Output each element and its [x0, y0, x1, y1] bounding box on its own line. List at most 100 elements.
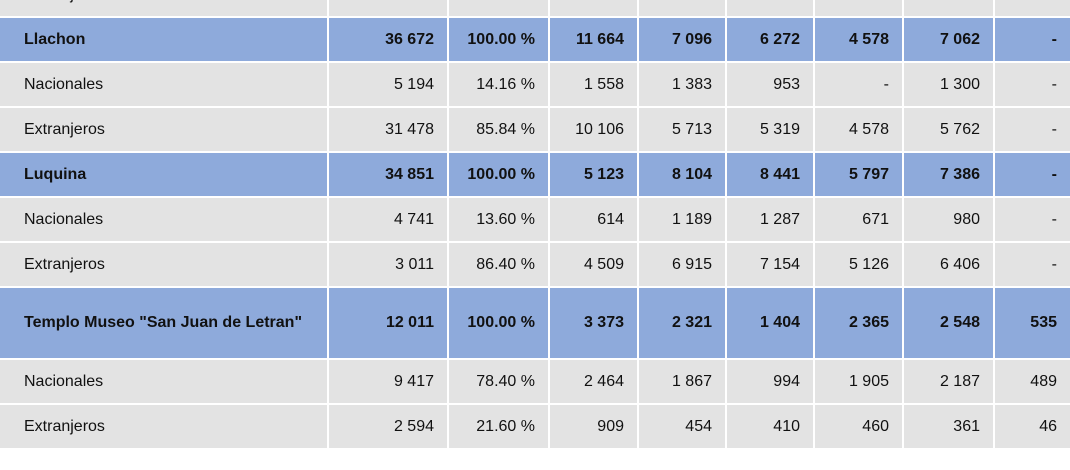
value-cell: 361 [904, 405, 995, 450]
percent-cell: 21.60 % [449, 405, 550, 450]
value-cell: 7 062 [904, 18, 995, 63]
value-cell: 8 104 [639, 153, 727, 198]
percent-cell: 14.16 % [449, 63, 550, 108]
table-row: Nacionales 5 194 14.16 % 1 558 1 383 953… [0, 63, 1070, 108]
value-cell: 1 189 [639, 198, 727, 243]
percent-cell: 85.84 % [449, 108, 550, 153]
group-label: Templo Museo "San Juan de Letran" [0, 288, 329, 360]
group-row: Luquina 34 851 100.00 % 5 123 8 104 8 44… [0, 153, 1070, 198]
value-cell: 20 017 [550, 0, 639, 18]
value-cell: 10 106 [550, 108, 639, 153]
table-row: Extranjeros 2 594 21.60 % 909 454 410 46… [0, 405, 1070, 450]
table-row: Extranjeros 3 011 86.40 % 4 509 6 915 7 … [0, 243, 1070, 288]
total-cell: 31 478 [329, 108, 449, 153]
value-cell: 2 464 [550, 360, 639, 405]
value-cell: 614 [550, 198, 639, 243]
row-label: Extranjeros [0, 243, 329, 288]
value-cell: 1 558 [550, 63, 639, 108]
value-cell: 4 509 [550, 243, 639, 288]
percent-cell: 86.40 % [449, 243, 550, 288]
table-row: Extranjeros 31 478 85.84 % 10 106 5 713 … [0, 108, 1070, 153]
value-cell: 1 867 [639, 360, 727, 405]
value-cell: 671 [815, 198, 904, 243]
value-cell: - [995, 198, 1070, 243]
value-cell: 5 123 [550, 153, 639, 198]
value-cell: - [995, 153, 1070, 198]
value-cell: 5 168 [995, 0, 1070, 18]
group-row: Llachon 36 672 100.00 % 11 664 7 096 6 2… [0, 18, 1070, 63]
value-cell: 953 [727, 63, 815, 108]
value-cell: 4 578 [815, 108, 904, 153]
value-cell: 11 664 [550, 18, 639, 63]
value-cell: 7 154 [727, 243, 815, 288]
value-cell: 6 406 [904, 243, 995, 288]
value-cell: 489 [995, 360, 1070, 405]
total-cell: 9 417 [329, 360, 449, 405]
value-cell: - [815, 63, 904, 108]
value-cell: 460 [815, 405, 904, 450]
value-cell: 2 365 [815, 288, 904, 360]
value-cell: 46 [995, 405, 1070, 450]
total-cell: 12 011 [329, 288, 449, 360]
value-cell: 535 [995, 288, 1070, 360]
value-cell: 410 [727, 405, 815, 450]
value-cell: 1 404 [727, 288, 815, 360]
total-cell: 118 550 [329, 0, 449, 18]
value-cell: 20 443 [639, 0, 727, 18]
value-cell: 21 990 [904, 0, 995, 18]
total-cell: 5 194 [329, 63, 449, 108]
value-cell: 1 300 [904, 63, 995, 108]
total-cell: 2 594 [329, 405, 449, 450]
visitors-table: Extranjeros 118 550 77.90 % 20 017 20 44… [0, 0, 1070, 450]
value-cell: 1 383 [639, 63, 727, 108]
table-row: Nacionales 9 417 78.40 % 2 464 1 867 994… [0, 360, 1070, 405]
table-row: Extranjeros 118 550 77.90 % 20 017 20 44… [0, 0, 1070, 18]
group-label: Luquina [0, 153, 329, 198]
value-cell: 2 321 [639, 288, 727, 360]
table-row: Nacionales 4 741 13.60 % 614 1 189 1 287… [0, 198, 1070, 243]
value-cell: 4 578 [815, 18, 904, 63]
value-cell: 5 797 [815, 153, 904, 198]
group-label: Llachon [0, 18, 329, 63]
total-cell: 36 672 [329, 18, 449, 63]
percent-cell: 77.90 % [449, 0, 550, 18]
percent-cell: 100.00 % [449, 153, 550, 198]
percent-cell: 100.00 % [449, 288, 550, 360]
value-cell: - [995, 18, 1070, 63]
row-label: Extranjeros [0, 0, 329, 18]
value-cell: 5 319 [727, 108, 815, 153]
value-cell: 5 713 [639, 108, 727, 153]
value-cell: 909 [550, 405, 639, 450]
value-cell: 20 049 [815, 0, 904, 18]
row-label: Extranjeros [0, 108, 329, 153]
total-cell: 4 741 [329, 198, 449, 243]
percent-cell: 78.40 % [449, 360, 550, 405]
value-cell: 6 915 [639, 243, 727, 288]
value-cell: 980 [904, 198, 995, 243]
value-cell: 1 905 [815, 360, 904, 405]
value-cell: 5 762 [904, 108, 995, 153]
row-label: Nacionales [0, 63, 329, 108]
value-cell: 7 096 [639, 18, 727, 63]
group-row: Templo Museo "San Juan de Letran" 12 011… [0, 288, 1070, 360]
value-cell: 454 [639, 405, 727, 450]
value-cell: 8 441 [727, 153, 815, 198]
row-label: Nacionales [0, 360, 329, 405]
total-cell: 34 851 [329, 153, 449, 198]
value-cell: 6 272 [727, 18, 815, 63]
value-cell: 1 287 [727, 198, 815, 243]
value-cell: 7 386 [904, 153, 995, 198]
percent-cell: 13.60 % [449, 198, 550, 243]
value-cell: 30 625 [727, 0, 815, 18]
value-cell: 2 187 [904, 360, 995, 405]
percent-cell: 100.00 % [449, 18, 550, 63]
row-label: Nacionales [0, 198, 329, 243]
total-cell: 3 011 [329, 243, 449, 288]
value-cell: - [995, 63, 1070, 108]
value-cell: 994 [727, 360, 815, 405]
row-label: Extranjeros [0, 405, 329, 450]
value-cell: - [995, 243, 1070, 288]
value-cell: - [995, 108, 1070, 153]
value-cell: 2 548 [904, 288, 995, 360]
value-cell: 5 126 [815, 243, 904, 288]
